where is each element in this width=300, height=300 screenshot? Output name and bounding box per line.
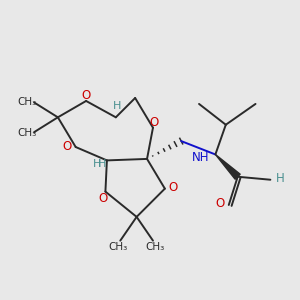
Text: H: H: [98, 159, 106, 169]
Text: O: O: [149, 116, 158, 129]
Text: O: O: [63, 140, 72, 153]
Text: O: O: [169, 181, 178, 194]
Text: CH₃: CH₃: [17, 97, 36, 107]
Text: H: H: [93, 159, 102, 169]
Text: H: H: [113, 101, 122, 111]
Text: CH₃: CH₃: [109, 242, 128, 252]
Text: O: O: [82, 88, 91, 101]
Text: O: O: [216, 197, 225, 210]
Polygon shape: [215, 154, 240, 179]
Text: O: O: [98, 192, 108, 205]
Text: CH₃: CH₃: [146, 242, 165, 252]
Text: CH₃: CH₃: [17, 128, 36, 138]
Text: H: H: [275, 172, 284, 185]
Text: NH: NH: [192, 151, 209, 164]
